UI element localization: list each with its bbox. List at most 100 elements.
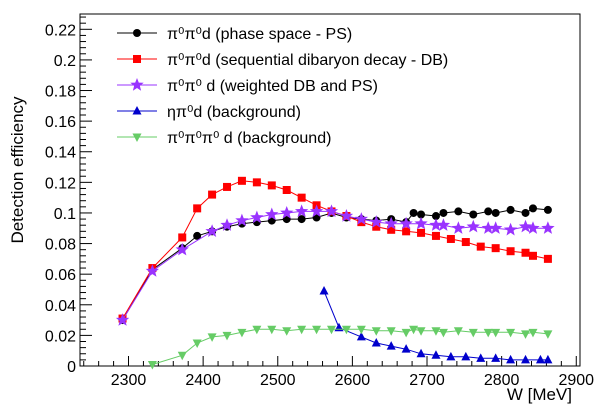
data-point: [454, 207, 463, 216]
legend-label: π⁰π⁰ d (weighted DB and PS): [167, 78, 378, 95]
legend-label: ηπ⁰d (background): [167, 104, 301, 121]
data-point: [357, 218, 366, 227]
data-point: [372, 222, 381, 231]
data-point: [543, 354, 553, 364]
data-point: [543, 330, 553, 339]
series-line: [323, 290, 548, 361]
data-point: [384, 216, 398, 230]
data-point: [489, 221, 503, 234]
data-point: [431, 327, 441, 336]
data-point: [220, 218, 234, 231]
data-point: [175, 242, 189, 256]
y-tick-label: 0.08: [45, 237, 76, 254]
data-point: [295, 204, 309, 218]
data-point: [521, 354, 531, 364]
data-point: [387, 225, 396, 234]
data-point: [414, 216, 428, 230]
series-line: [122, 180, 549, 319]
data-point: [518, 219, 533, 233]
y-axis-title: Detection efficiency: [8, 96, 27, 244]
y-tick-label: 0.22: [45, 22, 76, 39]
data-point: [528, 328, 538, 338]
x-tick-label: 2700: [409, 372, 445, 389]
data-point: [297, 193, 306, 202]
data-point: [417, 210, 426, 219]
x-tick-label: 2400: [185, 372, 221, 389]
data-point: [491, 353, 501, 362]
data-point: [223, 182, 232, 191]
data-point: [252, 178, 261, 187]
data-point: [446, 234, 455, 243]
data-point: [356, 325, 366, 335]
legend-item: π⁰π⁰π⁰ d (background): [117, 130, 331, 147]
data-point: [429, 218, 443, 231]
data-point: [453, 327, 463, 336]
data-point: [521, 330, 531, 339]
x-tick-label: 2300: [111, 372, 147, 389]
data-point: [402, 227, 411, 236]
data-point: [491, 328, 501, 338]
data-point: [250, 210, 264, 224]
data-point: [439, 208, 448, 217]
data-point: [469, 210, 478, 219]
legend-item: π⁰π⁰ d (weighted DB and PS): [117, 78, 378, 95]
data-point: [205, 224, 219, 237]
legend-marker: [130, 78, 144, 91]
legend: π⁰π⁰d (phase space - PS) π⁰π⁰d (sequentia…: [117, 26, 448, 147]
y-tick-label: 0.06: [45, 267, 76, 284]
data-point: [506, 328, 516, 338]
data-point: [416, 327, 426, 336]
data-point: [115, 313, 130, 326]
data-point: [483, 328, 493, 338]
y-tick-label: 0.14: [45, 145, 76, 162]
data-point: [431, 231, 440, 240]
data-point: [417, 228, 426, 237]
data-point: [208, 190, 217, 199]
data-point: [371, 327, 381, 336]
data-point: [543, 254, 552, 263]
legend-item: π⁰π⁰d (phase space - PS): [117, 26, 352, 43]
y-tick-label: 0: [67, 359, 76, 376]
y-tick-label: 0.2: [54, 53, 76, 70]
y-tick-label: 0.04: [45, 298, 76, 315]
data-point: [461, 351, 471, 361]
legend-label: π⁰π⁰d (sequential dibaryon decay - DB): [167, 52, 448, 69]
plot-frame: [79, 13, 581, 367]
data-point: [265, 207, 279, 221]
data-point: [356, 331, 366, 341]
data-point: [503, 222, 518, 236]
data-point: [252, 325, 262, 335]
x-tick-label: 2800: [484, 372, 520, 389]
x-tick-label: 2500: [260, 372, 296, 389]
y-tick-label: 0.16: [45, 114, 76, 131]
data-point: [145, 264, 159, 277]
data-point: [409, 325, 419, 335]
data-point: [476, 242, 485, 251]
data-point: [192, 339, 202, 349]
data-point: [535, 354, 545, 364]
series-layer: [115, 176, 555, 370]
data-point: [386, 327, 396, 336]
data-point: [267, 325, 277, 335]
data-point: [431, 212, 440, 221]
data-point: [399, 216, 413, 230]
axes-group: 2300 2400 2500 2600 2700 2800 2900 0 0.02 0.04 0.0…: [45, 13, 594, 389]
legend-label: π⁰π⁰π⁰ d (background): [167, 130, 331, 147]
data-point: [541, 221, 555, 234]
data-point: [401, 344, 411, 353]
x-tick-label: 2900: [558, 372, 594, 389]
data-point: [491, 208, 500, 217]
legend-marker: [132, 133, 142, 142]
data-point: [282, 186, 291, 194]
data-point: [178, 233, 187, 242]
series-0: [118, 204, 552, 325]
legend-label: π⁰π⁰d (phase space - PS): [167, 26, 352, 43]
series-3: [319, 286, 553, 364]
data-point: [147, 360, 157, 370]
data-point: [177, 351, 187, 361]
data-point: [446, 351, 456, 361]
y-tick-label: 0.1: [54, 206, 76, 223]
legend-marker: [132, 106, 142, 115]
series-2: [115, 204, 555, 326]
data-point: [297, 325, 307, 335]
